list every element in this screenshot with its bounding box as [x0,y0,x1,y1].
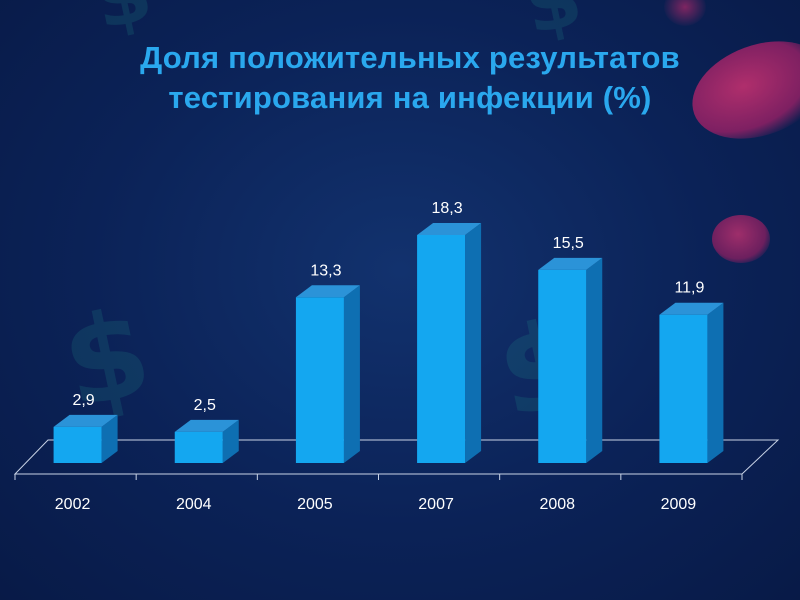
bar [53,426,102,463]
bar-top [659,302,724,315]
chart-title: Доля положительных результатов тестирова… [70,38,750,118]
bar-side [586,257,603,463]
data-label: 2,9 [72,392,94,409]
chart-title-line-2: тестирования на инфекции (%) [168,80,652,115]
data-label: 11,9 [674,280,704,297]
bar [174,431,223,463]
x-tick-label: 2008 [539,496,575,513]
bar-top [538,257,603,270]
x-tick-label: 2002 [55,496,91,513]
chart-title-line-1: Доля положительных результатов [140,40,680,75]
bar-top [174,419,239,432]
data-label: 15,5 [553,235,584,252]
bar-top [417,223,482,235]
bar-top [295,285,360,298]
decor-blob [712,215,770,263]
bar [417,235,466,463]
x-tick-label: 2004 [176,496,212,513]
bar-side [465,223,482,463]
bar-top [53,414,118,427]
bar-side [707,302,724,463]
bar-side [343,285,360,463]
data-label: 2,5 [194,397,216,414]
bar [659,314,708,463]
data-label: 13,3 [310,262,341,279]
x-tick-label: 2005 [297,496,333,513]
bar [295,297,344,463]
x-tick-label: 2009 [661,496,697,513]
bar [538,269,587,463]
bar-side [222,419,239,463]
x-tick-label: 2007 [418,496,454,513]
bar-side [101,414,118,463]
data-label: 18,3 [432,200,463,217]
